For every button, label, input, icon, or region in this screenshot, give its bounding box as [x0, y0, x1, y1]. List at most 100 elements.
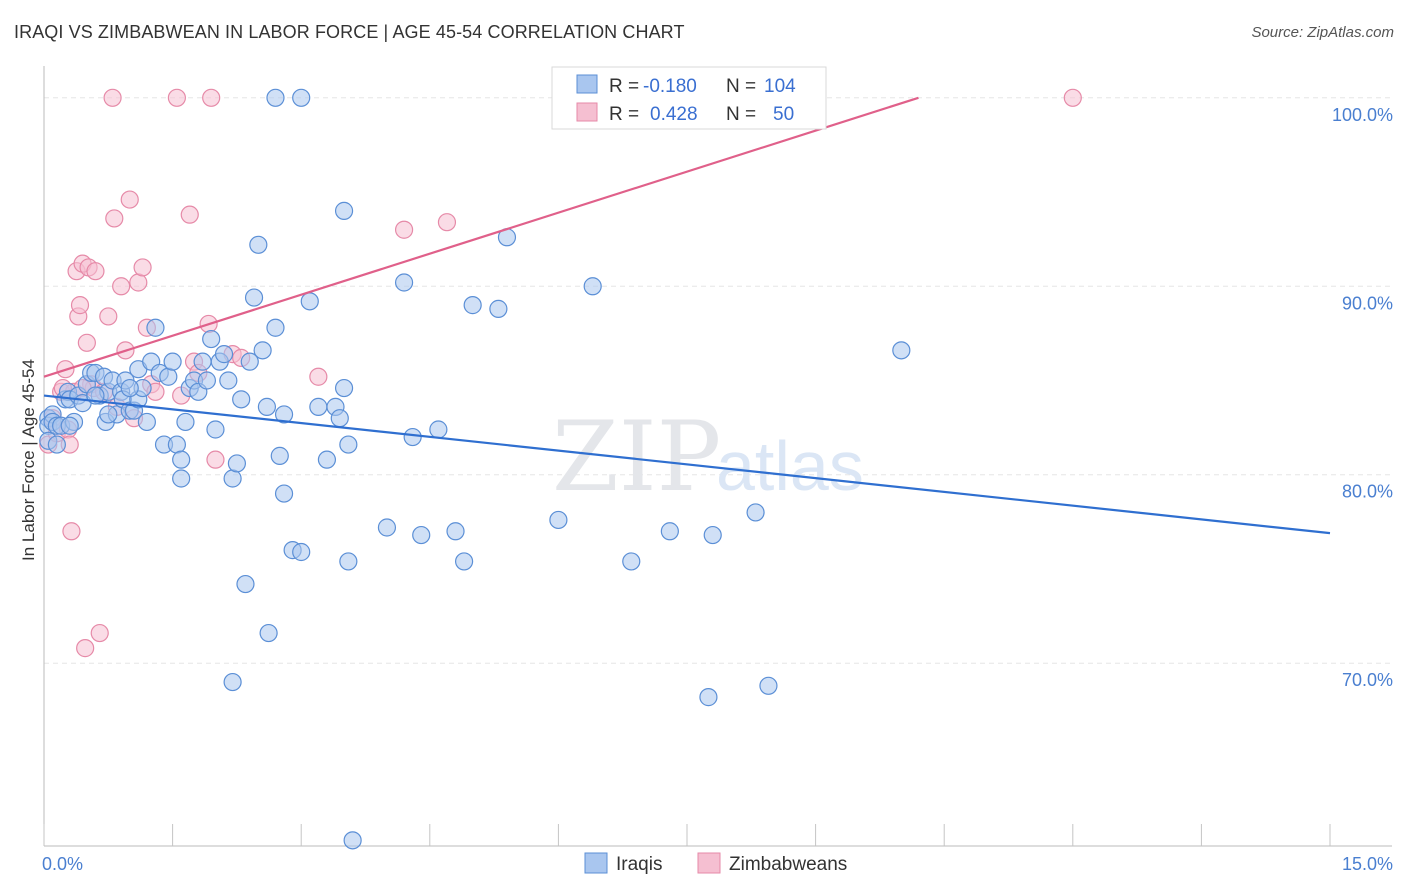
iraqi-point-58 — [249, 235, 268, 254]
iraqi-point-92 — [622, 552, 641, 571]
watermark-zip: ZIP — [552, 401, 721, 513]
iraqi-point-75 — [334, 201, 354, 220]
iraqi-trend-line — [43, 394, 1331, 535]
iraqi-point-60 — [257, 397, 277, 416]
legend-n-value-zimbabweans: 50 — [773, 104, 794, 125]
series-legend: Iraqis Zimbabweans — [584, 852, 847, 875]
zimbabwean-point-22 — [103, 88, 122, 107]
watermark: ZIP atlas — [552, 401, 864, 513]
iraqi-point-31 — [137, 412, 156, 432]
zimbabwean-point-45 — [437, 213, 457, 232]
iraqi-point-99 — [266, 88, 285, 107]
zimbabwean-point-29 — [129, 273, 148, 292]
y-tick-label-1: 80.0% — [1342, 482, 1393, 502]
iraqi-point-68 — [292, 88, 311, 107]
zimbabwean-point-35 — [180, 205, 199, 224]
iraqi-point-95 — [703, 525, 722, 545]
iraqi-point-102 — [60, 416, 79, 435]
iraqi-point-84 — [429, 420, 448, 439]
zimbabwean-point-18 — [86, 262, 105, 281]
zimbabwean-point-43 — [309, 367, 328, 386]
watermark-atlas: atlas — [716, 427, 864, 505]
iraqi-point-87 — [463, 296, 482, 315]
y-axis-label: In Labor Force | Age 45-54 — [19, 359, 38, 561]
zimbabwean-point-14 — [77, 333, 96, 352]
zimbabwean-point-40 — [206, 450, 225, 469]
legend-r-value-iraqis: -0.180 — [643, 76, 697, 97]
iraqi-point-79 — [343, 831, 362, 850]
x-tick-label-1: 15.0% — [1342, 854, 1393, 874]
iraqi-point-67 — [223, 672, 242, 692]
iraqi-point-80 — [377, 518, 397, 537]
iraqi-point-39 — [172, 469, 191, 488]
zimbabwean-point-23 — [105, 209, 124, 228]
iraqi-point-62 — [266, 318, 285, 337]
zimbabwean-point-27 — [120, 190, 139, 209]
zimbabwean-trend-line — [43, 96, 919, 378]
legend-box — [551, 66, 827, 130]
zimbabwean-point-30 — [133, 258, 152, 277]
legend-n-label-iraqis: N = — [726, 76, 756, 97]
legend-r-value-zimbabweans: 0.428 — [650, 104, 698, 125]
iraqi-point-65 — [274, 405, 294, 424]
y-tick-label-3: 100.0% — [1332, 105, 1393, 125]
zimbabwean-point-19 — [90, 623, 109, 643]
iraqi-point-98 — [892, 341, 911, 360]
iraqi-point-6 — [47, 435, 66, 454]
iraqi-point-81 — [394, 273, 414, 292]
axes — [43, 66, 1392, 847]
iraqi-point-78 — [339, 435, 358, 454]
iraqi-point-85 — [446, 522, 465, 541]
zimbabwean-point-33 — [167, 88, 186, 107]
iraqi-point-33 — [146, 318, 165, 337]
iraqi-point-53 — [227, 454, 246, 473]
iraqi-point-97 — [759, 676, 778, 695]
iraqi-point-69 — [292, 542, 311, 562]
y-tick-label-0: 70.0% — [1342, 670, 1393, 690]
iraqi-point-47 — [202, 329, 221, 349]
bottom-legend-label-zimbabweans: Zimbabweans — [729, 854, 847, 875]
zimbabwean-point-39 — [202, 88, 221, 107]
correlation-legend: R = -0.180 N = 104 R = 0.428 N = 50 — [551, 66, 827, 130]
legend-r-label-iraqis: R = — [609, 76, 639, 97]
iraqi-point-82 — [403, 427, 422, 447]
iraqi-point-40 — [172, 450, 191, 469]
iraqi-point-103 — [99, 405, 118, 424]
iraqi-point-91 — [583, 277, 602, 296]
iraqi-point-52 — [223, 469, 242, 488]
iraqi-point-55 — [236, 574, 255, 594]
bottom-legend-swatch-iraqis — [584, 852, 608, 874]
legend-n-value-iraqis: 104 — [764, 76, 796, 97]
iraqi-point-76 — [334, 378, 354, 398]
iraqi-points — [39, 88, 911, 850]
chart-title: IRAQI VS ZIMBABWEAN IN LABOR FORCE | AGE… — [14, 22, 685, 42]
x-tick-label-0: 0.0% — [42, 854, 83, 874]
legend-r-label-zimbabweans: R = — [609, 104, 639, 125]
x-tick-labels: 0.0% 15.0% — [42, 854, 1393, 874]
iraqi-point-88 — [489, 299, 508, 318]
iraqi-point-71 — [309, 397, 328, 416]
iraqi-point-63 — [270, 446, 289, 465]
iraqi-point-61 — [259, 623, 278, 643]
iraqi-point-50 — [214, 345, 234, 364]
source-credit: Source: ZipAtlas.com — [1251, 24, 1394, 41]
iraqi-point-48 — [206, 420, 225, 439]
iraqi-point-70 — [300, 292, 319, 311]
iraqi-point-45 — [193, 352, 212, 371]
iraqi-point-41 — [176, 412, 195, 432]
iraqi-point-86 — [454, 552, 474, 571]
iraqi-point-90 — [549, 510, 568, 530]
iraqi-point-72 — [317, 450, 337, 469]
iraqi-point-36 — [159, 367, 178, 386]
iraqi-point-59 — [253, 341, 272, 360]
iraqi-point-74 — [330, 409, 349, 428]
iraqi-point-51 — [219, 371, 238, 390]
iraqi-point-38 — [167, 435, 186, 454]
y-tick-labels: 70.0% 80.0% 90.0% 100.0% — [1332, 105, 1393, 690]
legend-swatch-zimbabweans — [576, 102, 598, 122]
zimbabwean-point-13 — [76, 639, 95, 658]
zimbabwean-point-25 — [112, 277, 131, 296]
iraqi-point-101 — [120, 378, 139, 398]
zimbabwean-point-44 — [394, 220, 414, 239]
iraqi-point-83 — [412, 525, 431, 545]
